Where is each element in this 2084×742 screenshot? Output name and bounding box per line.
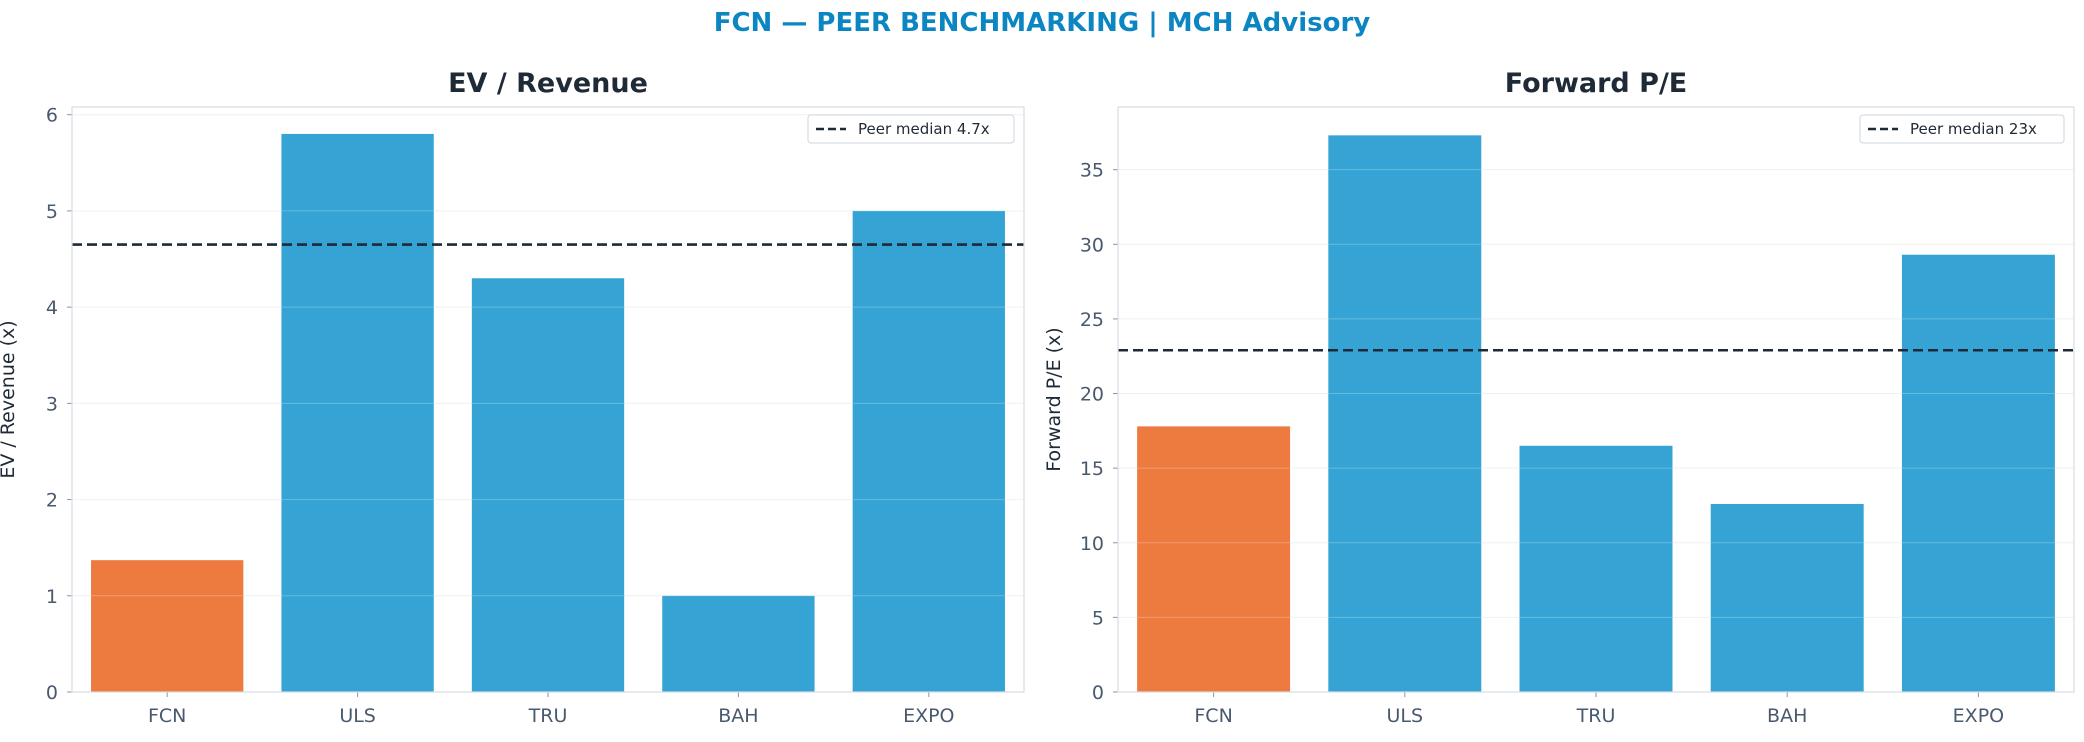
y-tick-label: 10 xyxy=(1080,533,1104,555)
x-tick-label: EXPO xyxy=(903,705,954,727)
bar-fcn xyxy=(1137,426,1291,692)
bar-tru xyxy=(1519,445,1673,692)
y-tick-label: 35 xyxy=(1080,160,1104,182)
bar-uls xyxy=(281,133,434,692)
y-tick-label: 25 xyxy=(1080,309,1104,331)
y-tick-label: 4 xyxy=(46,297,58,319)
y-tick-label: 15 xyxy=(1080,458,1104,480)
bar-expo xyxy=(852,210,1005,692)
bar-expo xyxy=(1901,254,2055,692)
chart-title: Forward P/E xyxy=(1505,68,1688,99)
y-axis-label: Forward P/E (x) xyxy=(1043,327,1065,471)
y-tick-label: 2 xyxy=(46,490,58,512)
page-title: FCN — PEER BENCHMARKING | MCH Advisory xyxy=(713,8,1371,38)
bar-bah xyxy=(662,595,815,692)
chart-ev-revenue: EV / Revenue FCN ULS TRU BAH EXPO 0 1 2 3 4 5 6 EV / … xyxy=(0,68,1025,727)
bar-tru xyxy=(471,278,625,692)
x-tick-label: EXPO xyxy=(1953,705,2004,727)
y-tick-label: 30 xyxy=(1080,234,1104,256)
y-tick-label: 20 xyxy=(1080,384,1104,406)
y-tick-label: 3 xyxy=(46,393,58,415)
legend-label: Peer median 23x xyxy=(1910,120,2037,138)
y-tick-label: 6 xyxy=(46,105,58,127)
bar-bah xyxy=(1710,503,1864,692)
y-tick-label: 5 xyxy=(46,201,58,223)
chart-forward-pe: Forward P/E FCN ULS TRU BAH EXPO 0 5 10 15 20 25 30 3… xyxy=(1043,68,2075,727)
legend: Peer median 23x xyxy=(1859,114,2065,144)
y-axis-label: EV / Revenue (x) xyxy=(0,320,19,478)
x-tick-label: ULS xyxy=(339,705,376,727)
bar-uls xyxy=(1328,135,1482,692)
x-tick-label: TRU xyxy=(1576,705,1616,727)
x-tick-label: TRU xyxy=(528,705,568,727)
x-tick-label: BAH xyxy=(718,705,758,727)
x-tick-label: FCN xyxy=(148,705,186,727)
y-tick-label: 0 xyxy=(46,682,58,704)
plot-frame xyxy=(1117,106,2075,693)
y-tick-label: 5 xyxy=(1092,607,1104,629)
y-tick-label: 1 xyxy=(46,586,58,608)
legend-label: Peer median 4.7x xyxy=(858,120,990,138)
plot-frame xyxy=(71,106,1025,693)
x-tick-label: FCN xyxy=(1194,705,1232,727)
y-tick-label: 0 xyxy=(1092,682,1104,704)
legend-box xyxy=(1859,114,2065,144)
bar-fcn xyxy=(91,560,244,692)
x-tick-label: ULS xyxy=(1387,705,1424,727)
legend-box xyxy=(807,114,1015,144)
x-tick-label: BAH xyxy=(1767,705,1807,727)
legend: Peer median 4.7x xyxy=(807,114,1015,144)
chart-title: EV / Revenue xyxy=(448,68,648,99)
